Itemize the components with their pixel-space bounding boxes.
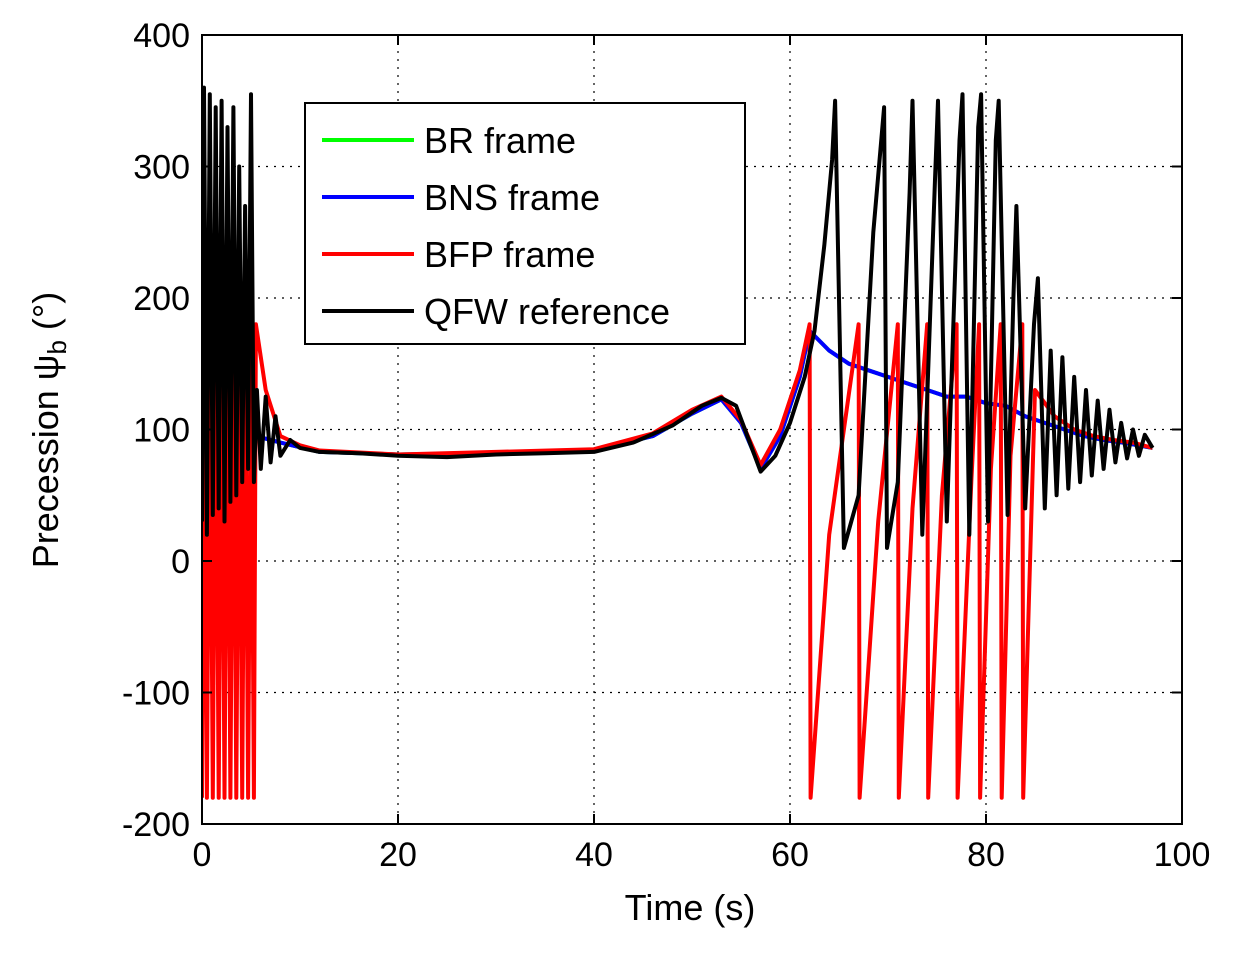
ticks: 0 20 40 60 80 100 -200 -100 0 100 200 300 400 (122, 17, 1210, 874)
series-line-bfp-frame (202, 322, 1154, 800)
y-tick-label: 0 (171, 543, 190, 581)
y-tick-label: 200 (133, 280, 190, 318)
legend-label-br-frame: BR frame (424, 120, 576, 161)
y-axis-label-main: Precession (25, 380, 66, 568)
y-tick-label: -100 (122, 675, 190, 713)
y-tick-label: 100 (133, 412, 190, 450)
legend-label-qfw-reference: QFW reference (424, 291, 670, 332)
series-line-qfw-reference (202, 85, 1155, 550)
y-tick-label: -200 (122, 806, 190, 844)
legend-box (304, 102, 746, 345)
x-tick-label: 80 (967, 836, 1005, 874)
x-axis-label: Time (s) (625, 887, 756, 928)
y-tick-label: 300 (133, 149, 190, 187)
y-axis-label-subscript: b (42, 340, 72, 354)
x-tick-label: 60 (771, 836, 809, 874)
legend-label-bns-frame: BNS frame (424, 177, 600, 218)
x-tick-label: 20 (379, 836, 417, 874)
legend-label-bfp-frame: BFP frame (424, 234, 595, 275)
x-tick-label: 40 (575, 836, 613, 874)
y-axis-label-symbol: ψ (25, 355, 66, 381)
legend: BR frame BNS frame BFP frame QFW reference (304, 102, 746, 345)
x-tick-label: 0 (193, 836, 212, 874)
x-tick-label: 100 (1154, 836, 1211, 874)
y-tick-label: 400 (133, 17, 190, 55)
series-group (202, 85, 1155, 800)
y-axis-label-unit: (°) (25, 292, 66, 340)
y-axis-label: Precession ψb (°) (25, 292, 72, 569)
